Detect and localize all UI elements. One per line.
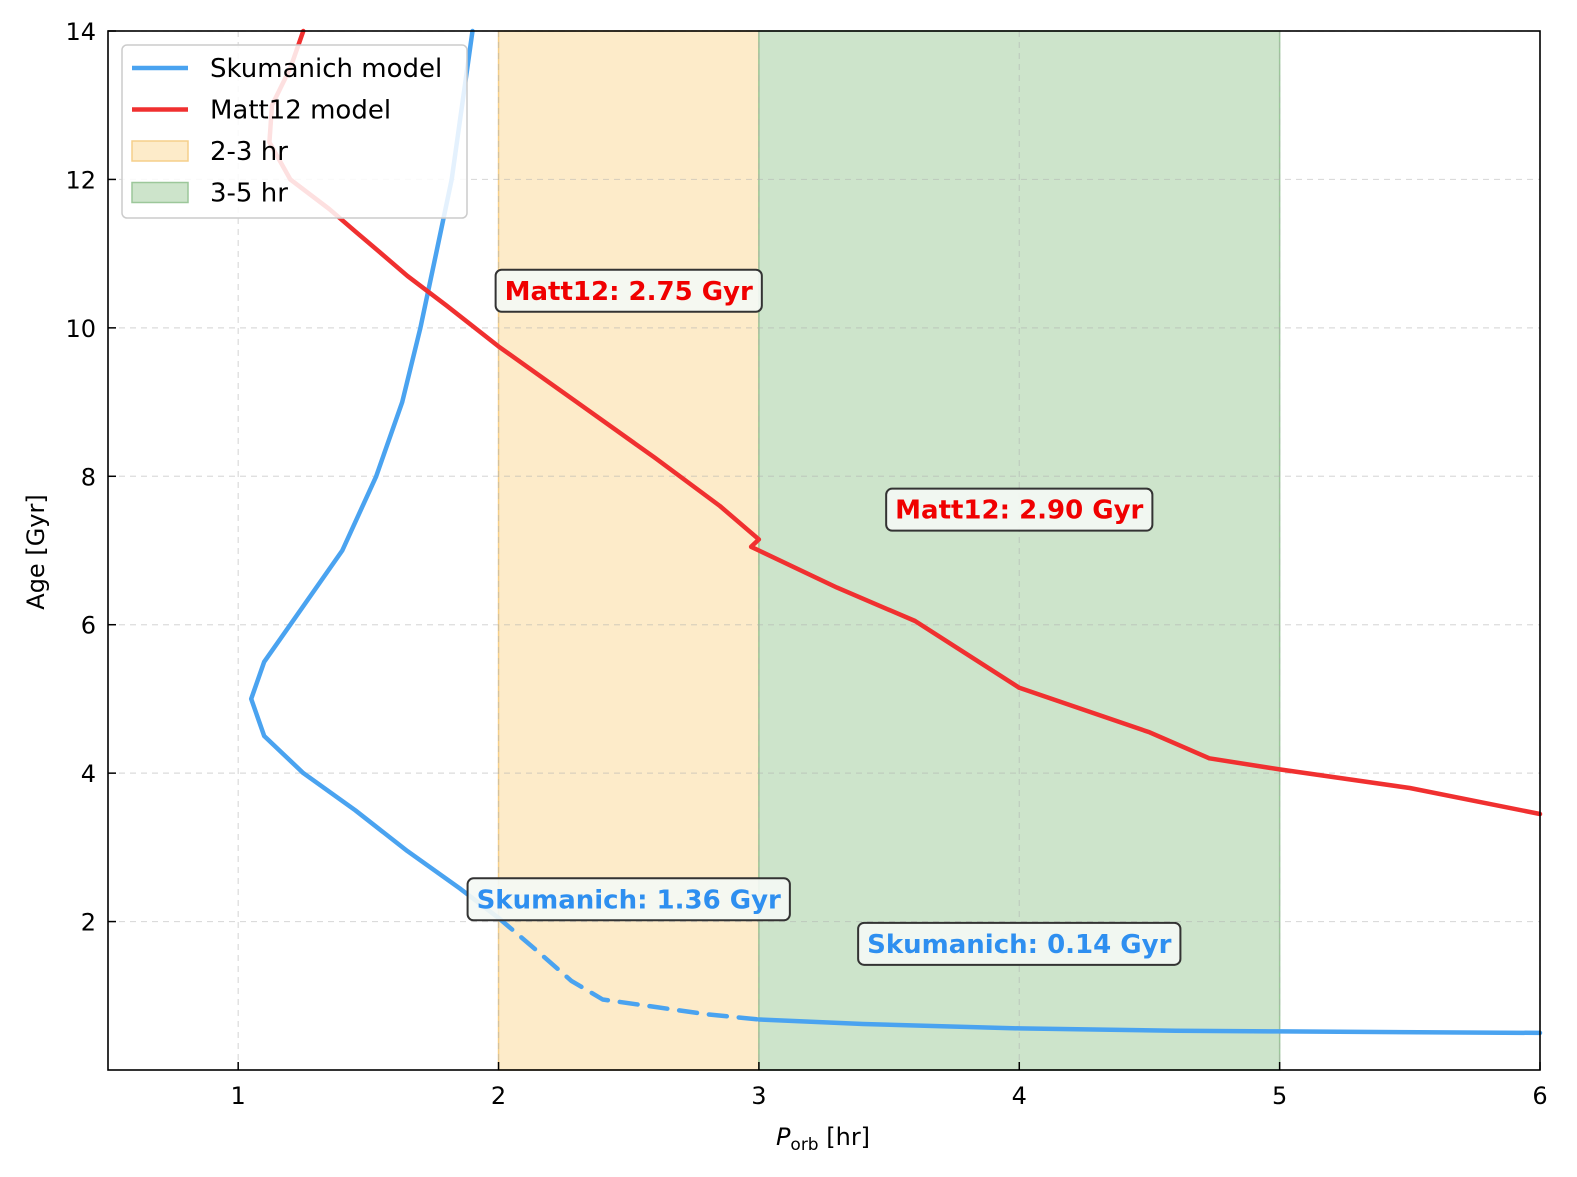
x-axis-label: Porb [hr] <box>776 1123 870 1155</box>
legend-label: Skumanich model <box>210 54 442 84</box>
x-tick-label: 6 <box>1532 1082 1547 1110</box>
y-tick-label: 4 <box>81 760 96 788</box>
x-axis-label-sub: orb <box>790 1135 818 1155</box>
annotation-label: Matt12: 2.90 Gyr <box>895 496 1143 526</box>
legend-label: Matt12 model <box>210 96 391 126</box>
legend-label: 2-3 hr <box>210 137 288 167</box>
annotation-box <box>466 877 791 922</box>
x-tick-label: 3 <box>751 1082 766 1110</box>
x-tick-label: 5 <box>1272 1082 1287 1110</box>
x-tick-label: 1 <box>231 1082 246 1110</box>
series-line-Skumanich model <box>496 915 762 1022</box>
annotation-box <box>857 921 1182 966</box>
annotation-label: Skumanich: 0.14 Gyr <box>867 930 1171 960</box>
legend-layer: Skumanich model Matt12 model 2-3 hr 3-5 hr <box>121 44 468 219</box>
y-tick-label: 2 <box>81 909 96 937</box>
x-tick-label: 4 <box>1012 1082 1027 1110</box>
annotation-label: Skumanich: 1.36 Gyr <box>477 885 781 915</box>
y-axis-label: Age [Gyr] <box>22 494 50 609</box>
y-tick-label: 8 <box>81 463 96 491</box>
y-tick-label: 6 <box>81 612 96 640</box>
annotation-box <box>885 487 1154 532</box>
legend-patch-marker <box>131 140 189 162</box>
annotation-label: Matt12: 2.75 Gyr <box>505 277 753 307</box>
x-axis-label-main: P <box>776 1123 791 1151</box>
y-tick-label: 12 <box>65 166 96 194</box>
y-tick-label: 10 <box>65 315 96 343</box>
x-axis-label-unit: [hr] <box>819 1123 870 1151</box>
plot-frame <box>107 30 1541 1071</box>
series-line-Skumanich model <box>756 1017 1543 1036</box>
x-tick-label: 2 <box>491 1082 506 1110</box>
bands-layer <box>497 30 1281 1071</box>
annotation-box <box>494 268 763 313</box>
legend-patch-marker <box>131 181 189 204</box>
y-tick-label: 14 <box>65 18 96 46</box>
legend-box <box>121 44 468 219</box>
legend-label: 3-5 hr <box>210 179 288 209</box>
series-line-Skumanich model <box>248 28 501 921</box>
annotation-layer: Matt12: 2.75 Gyr Matt12: 2.90 Gyr Skumanic… <box>466 268 1182 966</box>
